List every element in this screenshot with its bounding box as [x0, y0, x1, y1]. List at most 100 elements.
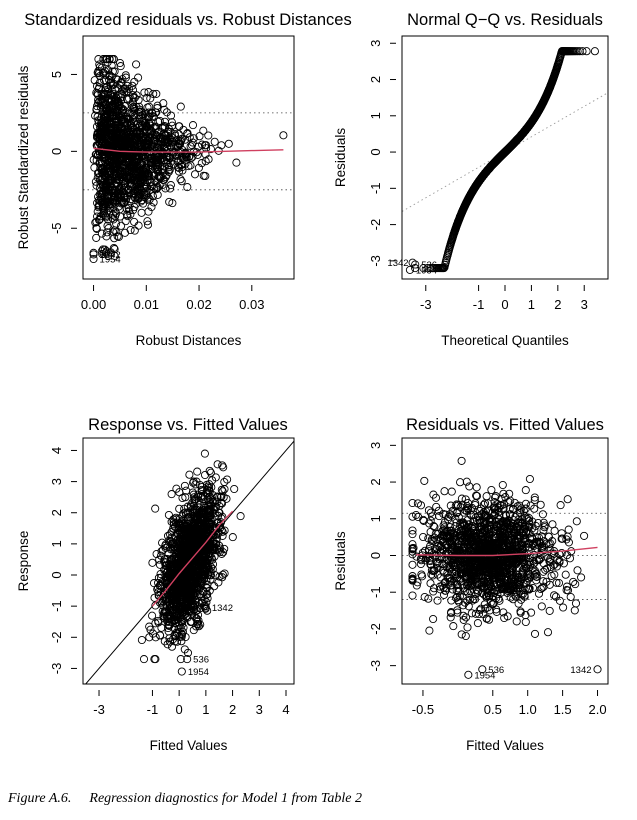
- p3-point: [178, 493, 187, 503]
- p1-point: [164, 129, 173, 138]
- p1-point: [109, 215, 118, 224]
- p1-point: [120, 119, 129, 128]
- p1-point: [149, 89, 158, 98]
- p3-point: [174, 547, 183, 556]
- p1-point: [166, 181, 175, 190]
- p1-point: [206, 145, 215, 154]
- p4-point: [562, 582, 572, 591]
- p1-point: [188, 121, 198, 130]
- p3-point: [151, 655, 160, 664]
- p1-point: [100, 100, 109, 109]
- p3-point: [192, 614, 201, 623]
- p1-point: [188, 152, 197, 161]
- p1-xlabel: Robust Distances: [136, 333, 242, 348]
- p3-point: [179, 623, 188, 632]
- p1-point: [149, 139, 158, 148]
- p1-point: [103, 179, 112, 188]
- p1-point: [144, 88, 153, 97]
- p1-point: [100, 197, 109, 206]
- p3-point: [148, 611, 157, 620]
- p3-point: [191, 480, 200, 489]
- p3-point: [154, 583, 163, 592]
- p1-point: [195, 132, 204, 141]
- p1-point: [193, 150, 202, 159]
- p4-point: [559, 559, 568, 568]
- p3-xlabel: Fitted Values: [150, 738, 228, 753]
- p3-point: [169, 524, 178, 533]
- p1-xtick-label: 0.03: [239, 297, 264, 312]
- p3-point: [208, 490, 217, 500]
- p1-point: [138, 110, 147, 119]
- p1-point: [136, 161, 145, 170]
- p3-point: [214, 528, 223, 537]
- p1-point: [142, 182, 151, 192]
- p1-point: [163, 137, 172, 146]
- p1-panel: Standardized residuals vs. Robust Distan…: [16, 11, 352, 348]
- p1-point: [109, 79, 118, 88]
- p1-point: [178, 162, 187, 172]
- p1-point: [105, 119, 115, 128]
- p3-point: [192, 555, 201, 564]
- p1-point: [102, 129, 111, 138]
- p3-point: [190, 585, 199, 594]
- p1-point: [110, 245, 119, 254]
- p3-point: [175, 579, 184, 588]
- p3-point: [199, 559, 208, 568]
- p3-point: [193, 467, 202, 476]
- p3-point: [159, 545, 168, 555]
- p3-point: [188, 555, 197, 564]
- p3-point: [208, 565, 217, 574]
- p3-point: [220, 526, 229, 535]
- p1-point: [202, 141, 211, 150]
- p3-point: [185, 470, 194, 479]
- p3-point: [139, 655, 149, 664]
- p3-point: [205, 552, 214, 562]
- p1-point: [95, 149, 104, 158]
- p3-point: [167, 563, 176, 572]
- p3-point: [186, 536, 195, 546]
- p1-point: [155, 172, 164, 181]
- p1-point: [124, 114, 133, 123]
- p1-point: [132, 139, 142, 148]
- p4-point: [543, 628, 553, 637]
- p1-point: [183, 183, 192, 192]
- p1-point: [104, 251, 113, 260]
- p1-outlier-label: 1342: [100, 250, 121, 261]
- p2-ylabel: Residuals: [333, 128, 348, 188]
- p1-point: [173, 142, 182, 151]
- p1-point: [98, 98, 107, 107]
- p2-outlier-label: 1954: [416, 265, 437, 276]
- p1-point: [132, 60, 141, 69]
- p3-point: [159, 601, 168, 610]
- p1-point: [106, 123, 115, 132]
- p1-point: [199, 171, 208, 180]
- p3-point: [180, 481, 189, 490]
- p3-plot-area: [85, 440, 294, 684]
- p1-ytick-label: -5: [49, 222, 64, 234]
- p1-point: [190, 170, 200, 179]
- p3-point: [215, 508, 224, 517]
- p1-frame: [82, 35, 295, 280]
- p1-point: [155, 162, 165, 171]
- p3-point: [206, 468, 215, 477]
- p3-point: [171, 519, 180, 528]
- p3-ytick-label: -2: [49, 632, 64, 644]
- p1-point: [140, 190, 149, 199]
- p3-point: [184, 524, 193, 533]
- p1-point: [146, 178, 155, 187]
- p1-point: [146, 126, 155, 135]
- p1-point: [112, 179, 121, 188]
- p1-point: [100, 171, 109, 180]
- p1-point: [168, 199, 177, 208]
- p3-ytick-label: 1: [49, 540, 64, 547]
- p3-point: [201, 532, 210, 541]
- p1-point: [91, 150, 100, 159]
- p1-point: [124, 175, 133, 184]
- p1-point: [129, 135, 139, 144]
- p1-point: [100, 200, 109, 209]
- p1-point: [103, 215, 113, 224]
- p1-point: [122, 193, 131, 202]
- p1-point: [197, 159, 206, 168]
- p3-point: [170, 637, 179, 646]
- p3-point: [195, 527, 204, 537]
